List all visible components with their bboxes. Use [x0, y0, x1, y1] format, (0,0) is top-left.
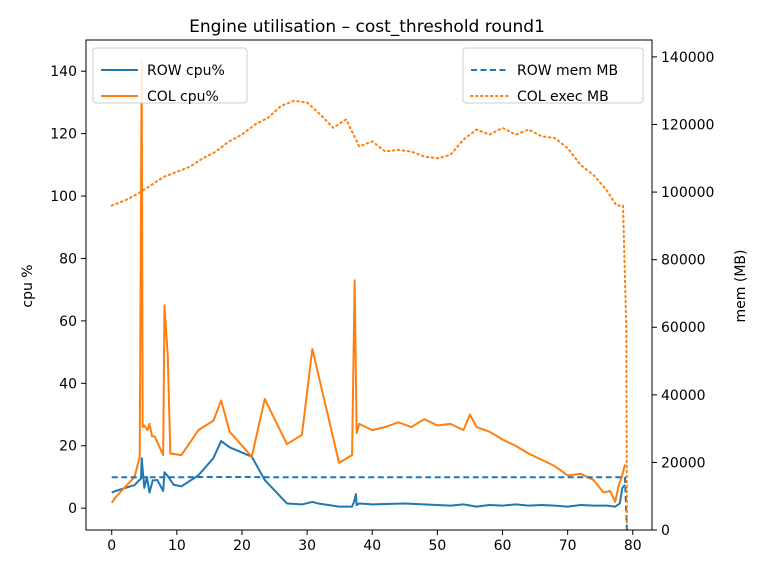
x-tick-label: 80 — [624, 538, 642, 554]
y2-tick-label: 20000 — [661, 455, 706, 471]
chart-title: Engine utilisation – cost_threshold roun… — [189, 17, 545, 37]
y-tick-label: 100 — [50, 189, 77, 205]
series-line-col-cpu — [110, 60, 626, 504]
legend-label: COL exec MB — [517, 89, 609, 105]
legend-frame — [92, 47, 248, 104]
y-tick-label: 60 — [59, 314, 77, 330]
x-tick-label: 40 — [363, 538, 381, 554]
plot-frame — [85, 39, 653, 531]
axes-layer: 0 10 20 30 40 50 60 70 80 0 20 40 60 80 100 120 140 0 2000… — [50, 39, 714, 554]
y-tick-label: 20 — [59, 439, 77, 455]
y2-tick-label: 0 — [661, 523, 670, 539]
x-tick-label: 20 — [233, 538, 251, 554]
y-tick-label: 120 — [50, 127, 77, 143]
y-tick-label: 40 — [59, 376, 77, 392]
x-tick-label: 30 — [298, 538, 316, 554]
series-layer — [110, 60, 628, 530]
y2-tick-label: 80000 — [661, 253, 706, 269]
y2-tick-label: 120000 — [661, 117, 714, 133]
legend-layer: ROW cpu% COL cpu% ROW mem MB COL exec MB — [92, 47, 644, 105]
y-axis-label-left: cpu % — [20, 264, 36, 307]
legend-label: ROW mem MB — [517, 63, 618, 79]
x-tick-label: 50 — [428, 538, 446, 554]
y-tick-label: 80 — [59, 251, 77, 267]
legend-label: COL cpu% — [147, 89, 219, 105]
series-line-row-cpu — [111, 440, 626, 508]
y2-tick-label: 140000 — [661, 50, 714, 66]
y-tick-label: 0 — [68, 501, 77, 517]
series-line-col-exec-mb — [110, 99, 628, 525]
legend-mem: ROW mem MB COL exec MB — [462, 47, 644, 105]
x-tick-label: 10 — [168, 538, 186, 554]
y2-tick-label: 60000 — [661, 320, 706, 336]
x-tick-label: 70 — [559, 538, 577, 554]
y2-tick-label: 40000 — [661, 388, 706, 404]
x-tick-label: 0 — [107, 538, 116, 554]
series-line-row-mem-mb — [111, 475, 628, 530]
legend-cpu: ROW cpu% COL cpu% — [92, 47, 248, 105]
y-tick-label: 140 — [50, 64, 77, 80]
x-tick-label: 60 — [494, 538, 512, 554]
y-axis-label-right: mem (MB) — [733, 250, 749, 323]
legend-frame — [462, 47, 644, 104]
legend-label: ROW cpu% — [147, 63, 225, 79]
y2-tick-label: 100000 — [661, 185, 714, 201]
